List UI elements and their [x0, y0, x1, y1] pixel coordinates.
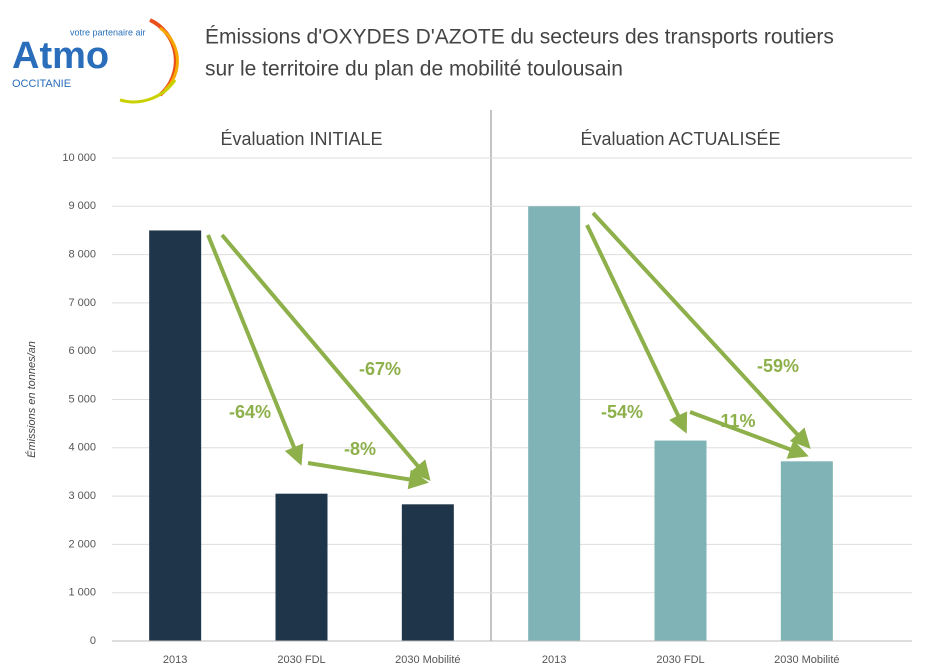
logo-tagline: votre partenaire air: [70, 27, 146, 37]
y-tick-label: 2 000: [68, 538, 96, 550]
y-tick-label: 3 000: [68, 490, 96, 502]
arrow: [206, 234, 304, 466]
bar: [275, 493, 328, 641]
annotation: -54%: [601, 402, 643, 422]
panel-title: Évaluation ACTUALISÉE: [580, 129, 780, 149]
bar: [149, 230, 202, 641]
x-tick-label: 2013: [542, 654, 566, 666]
x-tick-label: 2030 Mobilité: [774, 654, 839, 666]
y-tick-label: 4 000: [68, 442, 96, 454]
arrow: [307, 461, 429, 490]
annotation: -67%: [359, 359, 401, 379]
y-tick-label: 10 000: [62, 152, 96, 164]
x-tick-label: 2030 FDL: [277, 654, 325, 666]
title-line: Émissions d'OXYDES D'AZOTE du secteurs d…: [205, 26, 834, 49]
y-tick-label: 7 000: [68, 297, 96, 309]
y-axis-label: Émissions en tonnes/an: [25, 341, 38, 458]
x-tick-label: 2030 Mobilité: [395, 654, 460, 666]
y-tick-label: 9 000: [68, 200, 96, 212]
logo-arc: [159, 26, 179, 92]
arrow: [591, 211, 811, 449]
annotation: -59%: [757, 356, 799, 376]
x-tick-label: 2013: [163, 654, 187, 666]
arrow: [689, 410, 809, 459]
x-tick-label: 2030 FDL: [656, 654, 704, 666]
annotation: -64%: [229, 402, 271, 422]
annotation: -11%: [714, 411, 755, 431]
bar: [654, 440, 707, 641]
arrow: [220, 233, 431, 482]
logo-arc: [119, 79, 177, 104]
bar: [528, 206, 581, 642]
y-tick-label: 5 000: [68, 393, 96, 405]
panel-title: Évaluation INITIALE: [220, 129, 382, 149]
bar: [780, 461, 833, 641]
logo-text: Atmo: [12, 35, 109, 77]
annotation: -8%: [344, 439, 376, 459]
y-tick-label: 1 000: [68, 587, 96, 599]
y-tick-label: 8 000: [68, 249, 96, 261]
y-tick-label: 6 000: [68, 345, 96, 357]
title-line: sur le territoire du plan de mobilité to…: [205, 58, 623, 81]
arrow: [585, 224, 688, 434]
logo: votre partenaire air Atmo OCCITANIE: [12, 18, 179, 104]
bar: [401, 504, 454, 641]
y-tick-label: 0: [90, 635, 96, 647]
logo-region: OCCITANIE: [12, 78, 71, 90]
